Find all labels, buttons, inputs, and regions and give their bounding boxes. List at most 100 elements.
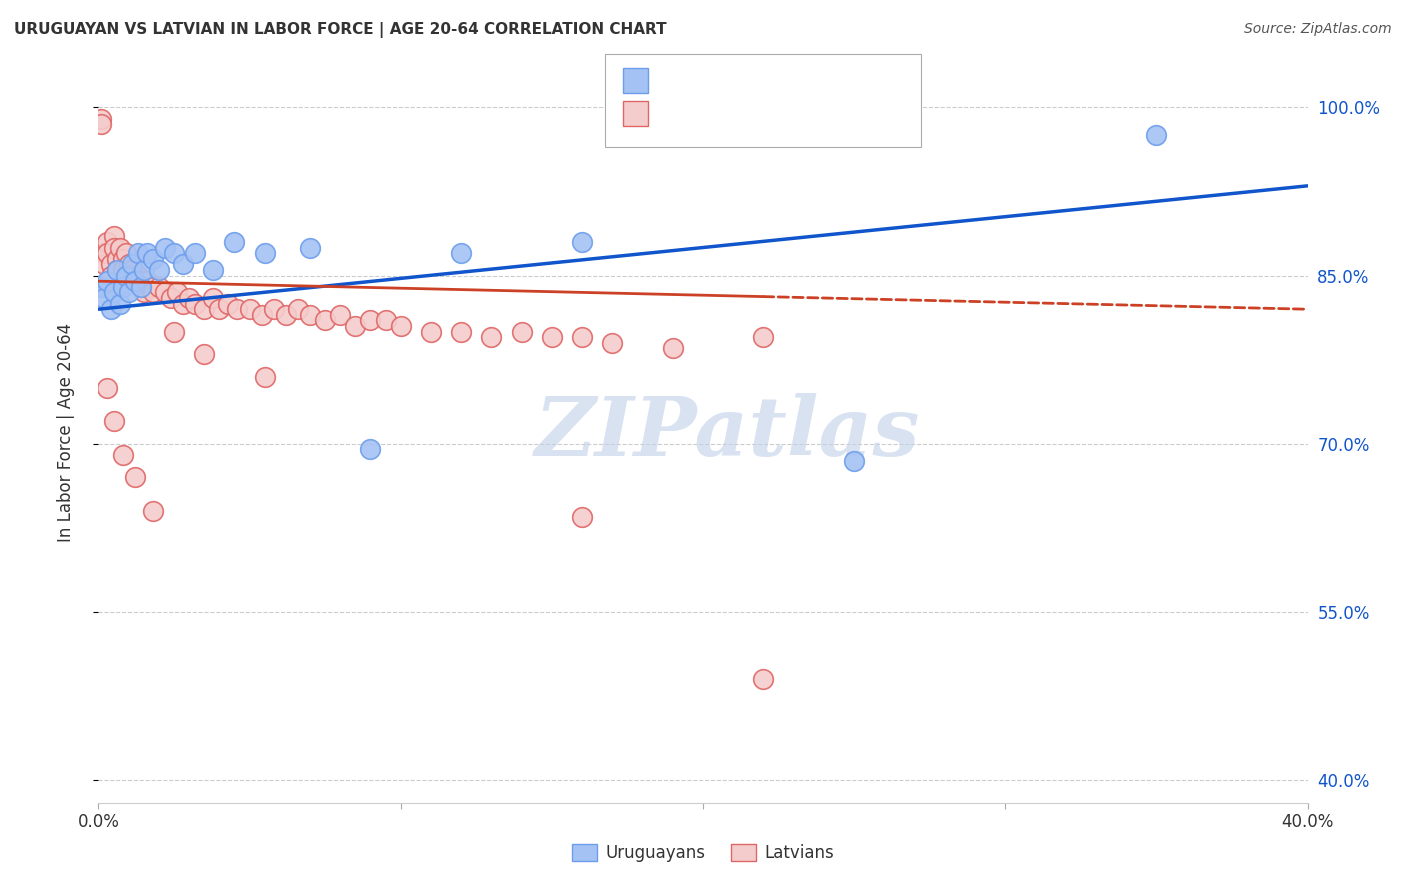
Text: N =: N =	[745, 71, 803, 89]
Point	[108, 240, 131, 255]
Point	[114, 246, 136, 260]
Point	[142, 504, 165, 518]
Point	[420, 325, 443, 339]
Point	[124, 274, 146, 288]
Point	[103, 229, 125, 244]
Point	[239, 302, 262, 317]
Point	[111, 280, 134, 294]
Point	[844, 453, 866, 467]
Point	[124, 274, 146, 288]
Point	[193, 347, 215, 361]
Point	[121, 257, 143, 271]
Point	[103, 414, 125, 428]
Text: 70: 70	[811, 104, 837, 122]
Point	[153, 285, 176, 300]
Point	[118, 285, 141, 300]
Point	[132, 263, 155, 277]
Point	[114, 268, 136, 283]
Point	[93, 257, 115, 271]
Point	[172, 257, 194, 271]
Point	[540, 330, 562, 344]
Point	[344, 319, 367, 334]
Point	[127, 246, 149, 260]
Point	[202, 291, 225, 305]
Point	[374, 313, 396, 327]
Point	[166, 285, 188, 300]
Point	[299, 240, 322, 255]
Point	[96, 235, 118, 249]
Point	[752, 330, 775, 344]
Point	[571, 235, 593, 249]
Point	[105, 252, 128, 266]
Text: URUGUAYAN VS LATVIAN IN LABOR FORCE | AGE 20-64 CORRELATION CHART: URUGUAYAN VS LATVIAN IN LABOR FORCE | AG…	[14, 22, 666, 38]
Text: Source: ZipAtlas.com: Source: ZipAtlas.com	[1244, 22, 1392, 37]
Point	[118, 268, 141, 283]
Point	[253, 369, 276, 384]
Point	[108, 296, 131, 310]
Point	[135, 246, 157, 260]
Text: ZIPatlas: ZIPatlas	[534, 392, 920, 473]
Point	[450, 246, 472, 260]
Text: 31: 31	[797, 71, 823, 89]
Text: 0.327: 0.327	[699, 71, 755, 89]
Point	[148, 280, 170, 294]
Point	[100, 257, 122, 271]
Point	[360, 442, 382, 457]
Point	[96, 381, 118, 395]
Point	[253, 246, 276, 260]
Point	[184, 296, 207, 310]
Point	[389, 319, 412, 334]
Point	[217, 296, 239, 310]
Point	[179, 291, 201, 305]
Point	[132, 285, 155, 300]
Point	[172, 296, 194, 310]
Point	[105, 263, 128, 277]
Point	[193, 302, 215, 317]
Point	[129, 274, 152, 288]
Legend: Uruguayans, Latvians: Uruguayans, Latvians	[565, 837, 841, 869]
Point	[111, 263, 134, 277]
Text: R =: R =	[657, 104, 702, 122]
Point	[111, 448, 134, 462]
Point	[661, 342, 683, 356]
Y-axis label: In Labor Force | Age 20-64: In Labor Force | Age 20-64	[56, 323, 75, 542]
Point	[127, 268, 149, 283]
Point	[450, 325, 472, 339]
Point	[752, 673, 775, 687]
Point	[481, 330, 503, 344]
Point	[329, 308, 352, 322]
Point	[299, 308, 322, 322]
Point	[135, 274, 157, 288]
Point	[510, 325, 533, 339]
Point	[287, 302, 309, 317]
Point	[142, 285, 165, 300]
Point	[100, 268, 122, 283]
Point	[129, 280, 152, 294]
Point	[163, 325, 186, 339]
Point	[226, 302, 249, 317]
Point	[132, 280, 155, 294]
Point	[202, 263, 225, 277]
Point	[208, 302, 231, 317]
Point	[139, 280, 162, 294]
Point	[274, 308, 297, 322]
Point	[250, 308, 273, 322]
Point	[1144, 128, 1167, 143]
Point	[124, 470, 146, 484]
Point	[153, 240, 176, 255]
Point	[100, 302, 122, 317]
Point	[184, 246, 207, 260]
Point	[121, 263, 143, 277]
Point	[93, 246, 115, 260]
Point	[90, 280, 112, 294]
Point	[163, 246, 186, 260]
Point	[360, 313, 382, 327]
Point	[93, 291, 115, 305]
Point	[224, 235, 246, 249]
Point	[263, 302, 285, 317]
Point	[142, 252, 165, 266]
Point	[571, 509, 593, 524]
Point	[96, 274, 118, 288]
Point	[90, 117, 112, 131]
Text: R =: R =	[657, 71, 702, 89]
